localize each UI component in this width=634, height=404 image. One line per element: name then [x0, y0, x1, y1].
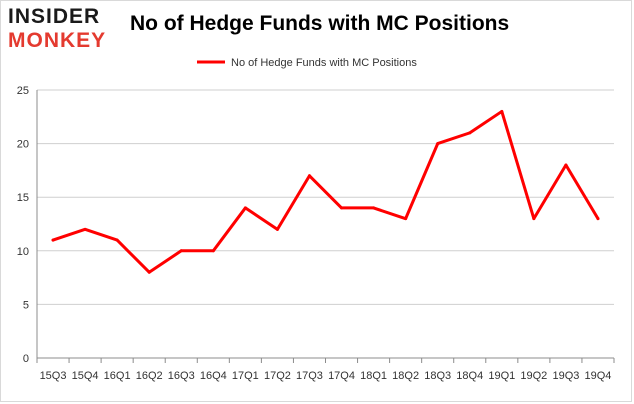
data-point: [243, 206, 247, 210]
data-point: [307, 174, 311, 178]
data-point: [179, 249, 183, 253]
y-tick-label: 10: [17, 246, 29, 258]
x-tick-label: 17Q2: [264, 370, 291, 382]
x-tick-label: 19Q2: [520, 370, 547, 382]
x-tick-label: 18Q2: [392, 370, 419, 382]
y-tick-label: 5: [23, 299, 29, 311]
x-tick-label: 18Q4: [456, 370, 483, 382]
data-point: [372, 206, 376, 210]
data-point: [115, 238, 119, 242]
y-tick-labels: 0 5 10 15 20 25: [17, 85, 29, 365]
gridlines: [37, 89, 614, 305]
data-point: [275, 227, 279, 231]
x-tick-label: 17Q3: [296, 370, 323, 382]
data-point: [532, 217, 536, 221]
y-tick-label: 15: [17, 192, 29, 204]
series-line: [51, 109, 600, 274]
data-point: [211, 249, 215, 253]
x-tick-label: 19Q3: [552, 370, 579, 382]
data-point: [83, 227, 87, 231]
data-point: [404, 217, 408, 221]
legend-label: No of Hedge Funds with MC Positions: [231, 57, 417, 69]
y-tick-label: 20: [17, 139, 29, 151]
data-point: [596, 217, 600, 221]
x-tick-label: 19Q4: [585, 370, 612, 382]
data-point: [564, 163, 568, 167]
data-point: [51, 238, 55, 242]
data-point: [340, 206, 344, 210]
data-point: [436, 142, 440, 146]
x-tick-label: 18Q3: [424, 370, 451, 382]
legend: No of Hedge Funds with MC Positions: [197, 57, 417, 69]
y-tick-label: 0: [23, 353, 29, 365]
data-point: [147, 270, 151, 274]
x-tick-label: 16Q1: [104, 370, 131, 382]
x-tick-label: 16Q2: [136, 370, 163, 382]
x-tick-label: 15Q4: [72, 370, 99, 382]
chart-title: No of Hedge Funds with MC Positions: [130, 12, 510, 35]
axes: [36, 90, 615, 363]
x-tick-labels: 15Q3 15Q4 16Q1 16Q2 16Q3 16Q4 17Q1 17Q2 17Q3 17Q4…: [40, 370, 612, 382]
logo-text-top: INSIDER: [8, 5, 101, 28]
logo-text-bottom: MONKEY: [8, 29, 107, 52]
data-point: [500, 109, 504, 113]
data-point: [468, 131, 472, 135]
y-tick-label: 25: [17, 85, 29, 97]
x-tick-label: 19Q1: [488, 370, 515, 382]
x-tick-label: 17Q1: [232, 370, 259, 382]
x-tick-label: 18Q1: [360, 370, 387, 382]
x-tick-label: 16Q4: [200, 370, 227, 382]
x-tick-label: 17Q4: [328, 370, 355, 382]
x-tick-label: 16Q3: [168, 370, 195, 382]
insider-monkey-logo: INSIDER MONKEY: [8, 6, 120, 54]
x-tick-label: 15Q3: [40, 370, 67, 382]
series-lines: [51, 109, 600, 274]
